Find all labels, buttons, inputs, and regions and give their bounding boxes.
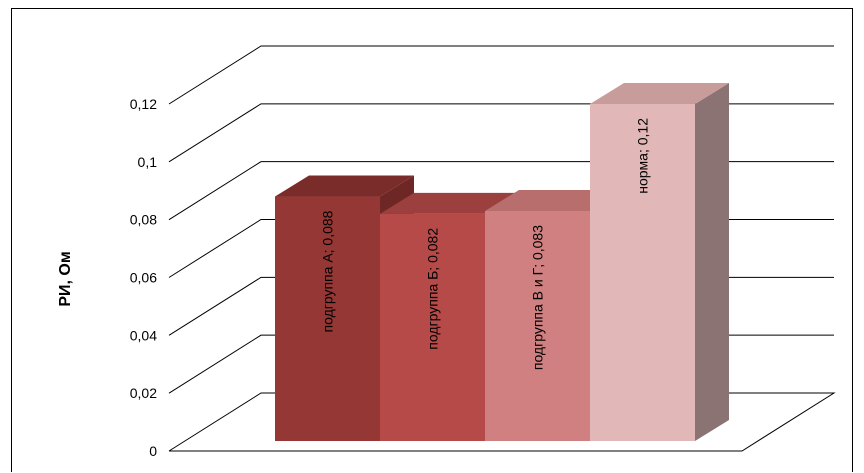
- data-label: норма; 0,12: [635, 118, 651, 194]
- gridline: [168, 103, 834, 163]
- bar-chart: 0 0,02 0,04 0,06 0,08 0,1 0,12 подгруппа А; 0,…: [57, 45, 836, 459]
- gridline: [168, 45, 834, 105]
- bar-top: [275, 175, 414, 197]
- bar-front: [275, 196, 380, 441]
- bar-front: [590, 104, 695, 441]
- y-tick-label: 0,06: [130, 270, 157, 286]
- y-tick-label: 0: [149, 443, 157, 459]
- bar: норма; 0,12: [590, 83, 729, 441]
- data-label: подгруппа Б; 0,082: [425, 228, 441, 350]
- bar-front: [485, 210, 590, 441]
- gridlines: [168, 45, 834, 452]
- y-tick-label: 0,12: [130, 96, 157, 112]
- y-tick-label: 0,08: [130, 212, 157, 228]
- bar-front: [380, 213, 485, 441]
- y-tick-label: 0,1: [138, 154, 158, 170]
- bar-top: [380, 192, 519, 214]
- y-tick-label: 0,02: [130, 385, 157, 401]
- data-label: подгруппа В и Г; 0,083: [530, 225, 546, 370]
- chart-frame: 0 0,02 0,04 0,06 0,08 0,1 0,12 подгруппа А; 0,…: [11, 8, 853, 472]
- bar-side: [695, 83, 729, 441]
- bar-top: [590, 83, 729, 104]
- y-axis-label: РИ, Ом: [57, 251, 74, 306]
- y-tick-label: 0,04: [130, 327, 157, 343]
- data-label: подгруппа А; 0,088: [320, 210, 336, 332]
- bar-top: [485, 189, 624, 211]
- bars: подгруппа А; 0,088 подгруппа Б; 0,082 подг…: [275, 83, 729, 442]
- y-axis-ticks: 0 0,02 0,04 0,06 0,08 0,1 0,12: [130, 96, 157, 459]
